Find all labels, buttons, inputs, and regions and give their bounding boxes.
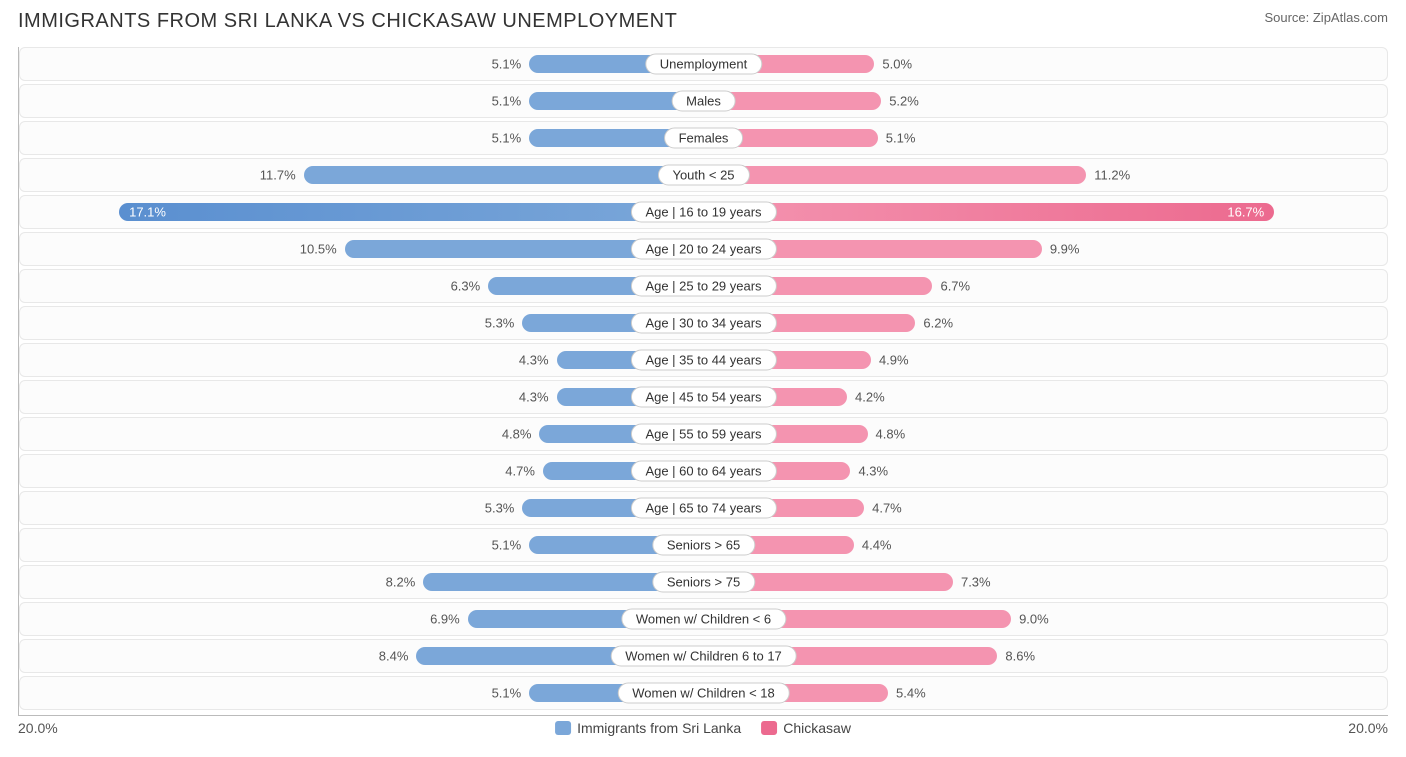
chart-row: 8.4% 8.6% Women w/ Children 6 to 17	[19, 639, 1388, 673]
bar-value-left: 4.3%	[519, 390, 549, 405]
category-label: Seniors > 65	[652, 535, 755, 556]
category-label: Age | 35 to 44 years	[630, 350, 776, 371]
chart-title: IMMIGRANTS FROM SRI LANKA VS CHICKASAW U…	[18, 10, 677, 33]
chart-row: 10.5% 9.9% Age | 20 to 24 years	[19, 232, 1388, 266]
bar-value-left: 6.3%	[451, 279, 481, 294]
bar-value-right: 11.2%	[1094, 168, 1130, 183]
bar-value-left: 4.3%	[519, 353, 549, 368]
legend-swatch-left	[555, 721, 571, 735]
bar-right	[704, 203, 1275, 221]
bar-value-right: 4.3%	[858, 464, 888, 479]
category-label: Males	[671, 91, 736, 112]
bar-value-right: 5.4%	[896, 686, 926, 701]
axis-right-label: 20.0%	[1348, 720, 1388, 736]
bar-value-right: 5.2%	[889, 94, 919, 109]
legend-swatch-right	[761, 721, 777, 735]
bar-value-left: 4.7%	[505, 464, 535, 479]
bar-value-right: 7.3%	[961, 575, 991, 590]
category-label: Age | 20 to 24 years	[630, 239, 776, 260]
chart-row: 6.9% 9.0% Women w/ Children < 6	[19, 602, 1388, 636]
category-label: Age | 55 to 59 years	[630, 424, 776, 445]
bar-value-right: 9.9%	[1050, 242, 1080, 257]
legend-label-right: Chickasaw	[783, 720, 851, 736]
chart-row: 4.3% 4.9% Age | 35 to 44 years	[19, 343, 1388, 377]
bar-value-left: 5.1%	[492, 57, 522, 72]
chart-row: 17.1% 16.7% Age | 16 to 19 years	[19, 195, 1388, 229]
chart-row: 5.1% 4.4% Seniors > 65	[19, 528, 1388, 562]
category-label: Females	[664, 128, 744, 149]
category-label: Age | 45 to 54 years	[630, 387, 776, 408]
chart-row: 4.3% 4.2% Age | 45 to 54 years	[19, 380, 1388, 414]
bar-value-right: 4.9%	[879, 353, 909, 368]
bar-value-left: 5.1%	[492, 686, 522, 701]
bar-value-left: 5.3%	[485, 316, 515, 331]
chart-row: 5.1% 5.4% Women w/ Children < 18	[19, 676, 1388, 710]
legend-item-right: Chickasaw	[761, 720, 851, 736]
x-axis: 20.0% Immigrants from Sri Lanka Chickasa…	[18, 720, 1388, 736]
chart-row: 4.8% 4.8% Age | 55 to 59 years	[19, 417, 1388, 451]
legend: Immigrants from Sri Lanka Chickasaw	[555, 720, 851, 736]
category-label: Age | 25 to 29 years	[630, 276, 776, 297]
bar-value-left: 5.3%	[485, 501, 515, 516]
bar-value-left: 17.1%	[119, 205, 166, 220]
bar-value-right: 5.0%	[882, 57, 912, 72]
chart-row: 4.7% 4.3% Age | 60 to 64 years	[19, 454, 1388, 488]
legend-item-left: Immigrants from Sri Lanka	[555, 720, 741, 736]
category-label: Women w/ Children 6 to 17	[610, 646, 797, 667]
category-label: Age | 60 to 64 years	[630, 461, 776, 482]
bar-right	[704, 166, 1087, 184]
bar-value-right: 6.2%	[923, 316, 953, 331]
bar-value-left: 4.8%	[502, 427, 532, 442]
category-label: Age | 30 to 34 years	[630, 313, 776, 334]
chart-source: Source: ZipAtlas.com	[1264, 10, 1388, 25]
bar-value-right: 4.2%	[855, 390, 885, 405]
bar-value-left: 5.1%	[492, 94, 522, 109]
category-label: Youth < 25	[657, 165, 749, 186]
bar-value-left: 8.2%	[386, 575, 416, 590]
axis-left-label: 20.0%	[18, 720, 58, 736]
chart-row: 5.1% 5.2% Males	[19, 84, 1388, 118]
bar-value-left: 6.9%	[430, 612, 460, 627]
bar-value-right: 4.8%	[876, 427, 906, 442]
butterfly-chart: 5.1%5.0%Unemployment5.1%5.2%Males5.1%5.1…	[18, 47, 1388, 716]
chart-row: 5.3% 6.2% Age | 30 to 34 years	[19, 306, 1388, 340]
chart-row: 5.3% 4.7% Age | 65 to 74 years	[19, 491, 1388, 525]
bar-value-right: 16.7%	[1227, 205, 1274, 220]
bar-left	[119, 203, 703, 221]
bar-value-right: 5.1%	[886, 131, 916, 146]
bar-value-left: 5.1%	[492, 131, 522, 146]
bar-value-left: 8.4%	[379, 649, 409, 664]
chart-row: 5.1% 5.1% Females	[19, 121, 1388, 155]
chart-row: 5.1% 5.0% Unemployment	[19, 47, 1388, 81]
legend-label-left: Immigrants from Sri Lanka	[577, 720, 741, 736]
bar-value-right: 4.4%	[862, 538, 892, 553]
bar-value-left: 5.1%	[492, 538, 522, 553]
chart-row: 8.2% 7.3% Seniors > 75	[19, 565, 1388, 599]
bar-left	[304, 166, 704, 184]
chart-row: 11.7% 11.2% Youth < 25	[19, 158, 1388, 192]
category-label: Women w/ Children < 18	[617, 683, 789, 704]
category-label: Age | 65 to 74 years	[630, 498, 776, 519]
bar-value-right: 4.7%	[872, 501, 902, 516]
category-label: Age | 16 to 19 years	[630, 202, 776, 223]
bar-value-right: 9.0%	[1019, 612, 1049, 627]
bar-value-right: 8.6%	[1005, 649, 1035, 664]
chart-row: 6.3% 6.7% Age | 25 to 29 years	[19, 269, 1388, 303]
category-label: Women w/ Children < 6	[621, 609, 786, 630]
category-label: Seniors > 75	[652, 572, 755, 593]
category-label: Unemployment	[645, 54, 762, 75]
bar-value-right: 6.7%	[940, 279, 970, 294]
bar-value-left: 10.5%	[300, 242, 337, 257]
bar-value-left: 11.7%	[260, 168, 296, 183]
